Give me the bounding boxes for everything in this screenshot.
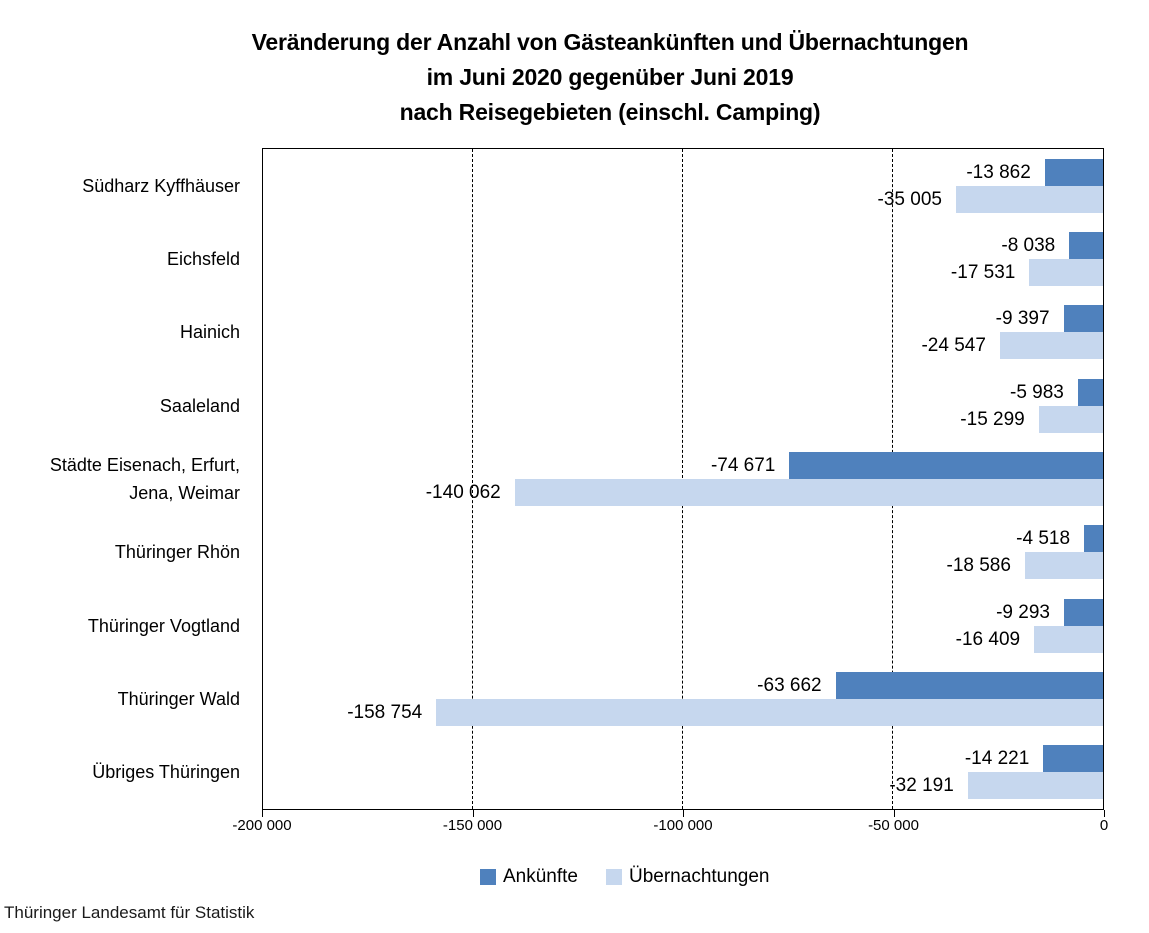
legend-label-ankuenfte: Ankünfte xyxy=(503,866,578,887)
chart-title-line-3: nach Reisegebieten (einschl. Camping) xyxy=(399,99,821,125)
value-label-uebernachtungen-5: -18 586 xyxy=(946,555,1011,577)
value-label-ankuenfte-5: -4 518 xyxy=(1016,528,1071,550)
bar-uebernachtungen-1 xyxy=(1029,259,1103,286)
bar-ankuenfte-3 xyxy=(1077,378,1103,406)
bar-ankuenfte-7 xyxy=(835,672,1103,699)
x-tickmark-0 xyxy=(1104,810,1105,817)
bar-ankuenfte-4 xyxy=(789,452,1103,479)
x-tickmark--100000 xyxy=(683,810,684,817)
plot-area: -13 862 -35 005 -8 038 -17 531 -9 397 -24 547… xyxy=(262,148,1104,810)
bar-ankuenfte-2 xyxy=(1063,305,1103,333)
category-label-6: Thüringer Vogtland xyxy=(87,615,240,636)
category-axis-labels: Südharz Kyffhäuser Eichsfeld Hainich Saalel… xyxy=(0,148,240,810)
bar-uebernachtungen-8 xyxy=(967,772,1103,800)
value-label-uebernachtungen-2: -24 547 xyxy=(921,335,986,357)
bar-ankuenfte-0 xyxy=(1044,158,1103,186)
value-label-ankuenfte-8: -14 221 xyxy=(964,748,1030,770)
legend-swatch-ankuenfte-icon xyxy=(480,869,496,885)
bar-ankuenfte-8 xyxy=(1043,745,1103,773)
bar-ankuenfte-5 xyxy=(1084,525,1103,553)
bar-ankuenfte-6 xyxy=(1063,598,1103,626)
value-label-ankuenfte-1: -8 038 xyxy=(1001,235,1056,256)
bar-uebernachtungen-3 xyxy=(1038,405,1103,433)
value-label-ankuenfte-6: -9 293 xyxy=(996,601,1050,623)
value-label-uebernachtungen-3: -15 299 xyxy=(960,408,1025,430)
value-label-uebernachtungen-4: -140 062 xyxy=(425,482,501,503)
category-label-2: Hainich xyxy=(179,322,240,343)
category-label-0: Südharz Kyffhäuser xyxy=(82,175,240,196)
bar-uebernachtungen-5 xyxy=(1024,552,1103,580)
bar-uebernachtungen-0 xyxy=(955,185,1103,213)
bar-ankuenfte-1 xyxy=(1069,232,1103,259)
legend-item-uebernachtungen: Übernachtungen xyxy=(606,866,770,888)
legend-label-uebernachtungen: Übernachtungen xyxy=(629,866,770,887)
category-label-8: Übriges Thüringen xyxy=(92,762,240,783)
value-label-uebernachtungen-8: -32 191 xyxy=(889,775,954,797)
x-tickmark--200000 xyxy=(262,810,263,817)
bar-uebernachtungen-4 xyxy=(514,479,1103,506)
x-tick-label-0: 0 xyxy=(1099,817,1109,834)
bar-uebernachtungen-2 xyxy=(999,332,1103,360)
bar-uebernachtungen-7 xyxy=(436,699,1103,726)
value-label-uebernachtungen-1: -17 531 xyxy=(950,262,1016,283)
chart-title: Veränderung der Anzahl von Gästeankünfte… xyxy=(71,25,1149,130)
value-label-uebernachtungen-7: -158 754 xyxy=(347,702,423,723)
chart-title-line-2: im Juni 2020 gegenüber Juni 2019 xyxy=(426,64,794,90)
category-label-1: Eichsfeld xyxy=(166,249,240,269)
x-tick-label--50000: -50 000 xyxy=(868,817,919,834)
category-label-4: Städte Eisenach, Erfurt, Jena, Weimar xyxy=(49,455,240,503)
value-label-uebernachtungen-0: -35 005 xyxy=(877,188,942,210)
x-tickmark--150000 xyxy=(472,810,474,817)
legend-swatch-uebernachtungen-icon xyxy=(606,869,622,885)
value-label-ankuenfte-4: -74 671 xyxy=(710,455,776,476)
value-label-ankuenfte-7: -63 662 xyxy=(757,675,822,696)
value-label-uebernachtungen-6: -16 409 xyxy=(955,628,1021,650)
chart-title-line-1: Veränderung der Anzahl von Gästeankünfte… xyxy=(251,29,969,55)
x-tick-label--200000: -200 000 xyxy=(232,817,292,834)
x-tickmark--50000 xyxy=(893,810,895,817)
category-label-5: Thüringer Rhön xyxy=(114,542,240,563)
legend-item-ankuenfte: Ankünfte xyxy=(480,866,578,888)
x-tick-label--150000: -150 000 xyxy=(442,817,503,834)
gridline--150000 xyxy=(472,149,473,809)
value-label-ankuenfte-0: -13 862 xyxy=(966,161,1031,183)
legend: Ankünfte Übernachtungen xyxy=(480,866,770,888)
source-text: Thüringer Landesamt für Statistik xyxy=(4,903,255,922)
bar-uebernachtungen-6 xyxy=(1034,625,1103,653)
category-label-3: Saaleland xyxy=(159,395,240,416)
category-label-7: Thüringer Wald xyxy=(117,689,240,709)
value-label-ankuenfte-3: -5 983 xyxy=(1010,381,1064,403)
x-tick-label--100000: -100 000 xyxy=(653,817,713,834)
value-label-ankuenfte-2: -9 397 xyxy=(995,308,1050,330)
